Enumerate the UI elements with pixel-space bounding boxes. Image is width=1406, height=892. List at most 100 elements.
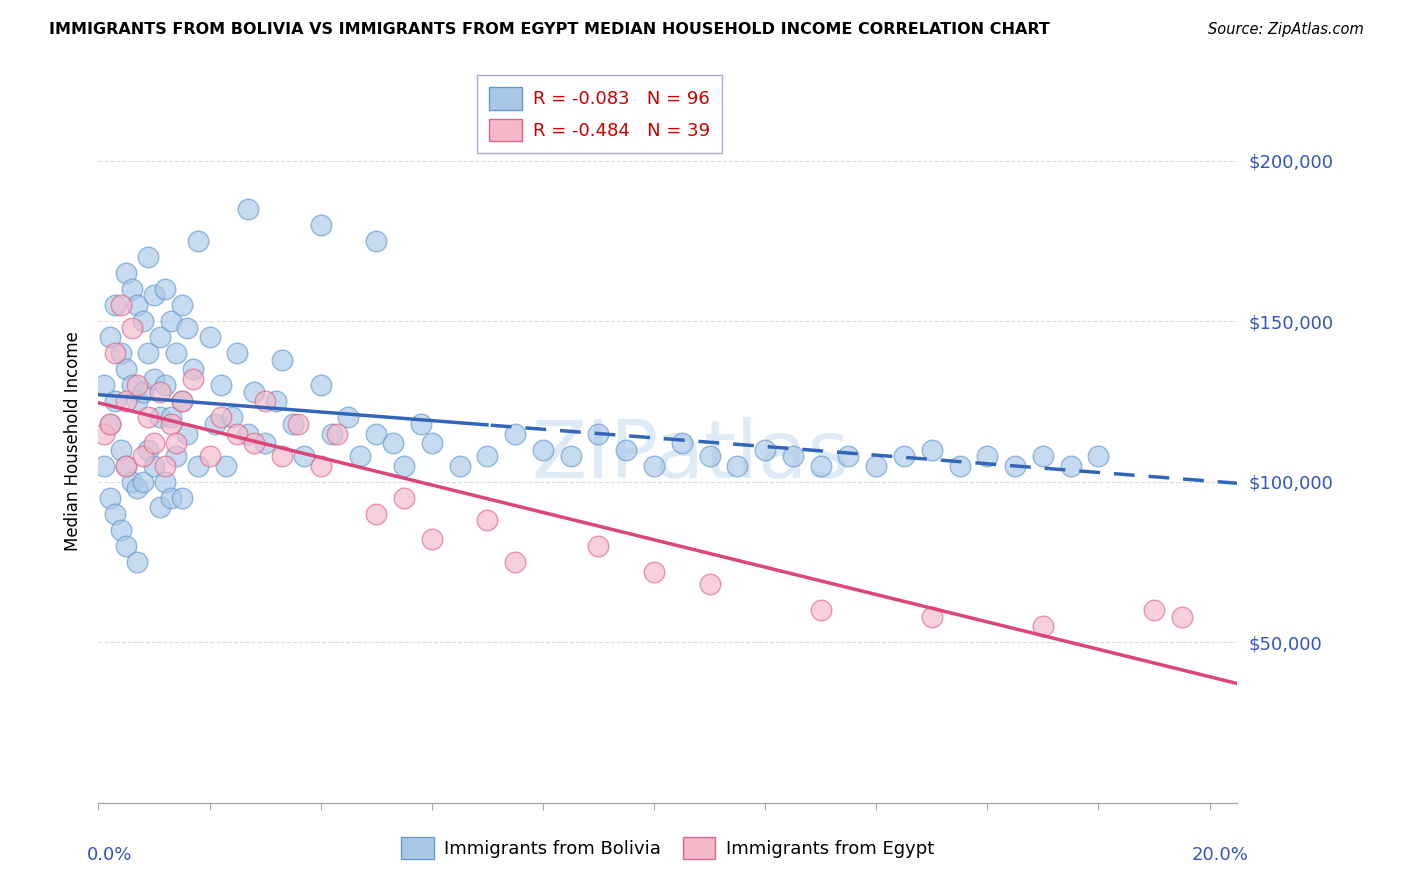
Point — [238, 426, 260, 441]
Point — [560, 449, 582, 463]
Point — [243, 384, 266, 399]
Point — [1032, 449, 1054, 463]
Point — [264, 394, 287, 409]
Point — [204, 417, 226, 431]
Point — [287, 417, 309, 431]
Point — [270, 352, 292, 367]
Point — [138, 346, 160, 360]
Point — [132, 475, 155, 489]
Point — [238, 202, 260, 216]
Point — [409, 417, 432, 431]
Point — [143, 288, 166, 302]
Text: ZIPatlas: ZIPatlas — [531, 417, 849, 495]
Point — [148, 384, 170, 399]
Point — [281, 417, 304, 431]
Point — [893, 449, 915, 463]
Point — [215, 458, 238, 473]
Point — [366, 426, 388, 441]
Point — [837, 449, 859, 463]
Point — [1143, 603, 1166, 617]
Point — [115, 266, 138, 280]
Point — [98, 491, 121, 505]
Point — [121, 378, 143, 392]
Point — [115, 458, 138, 473]
Point — [309, 458, 332, 473]
Point — [138, 442, 160, 457]
Point — [127, 378, 149, 392]
Point — [198, 330, 221, 344]
Point — [138, 250, 160, 264]
Point — [1059, 458, 1081, 473]
Point — [699, 577, 721, 591]
Point — [176, 320, 198, 334]
Point — [1004, 458, 1026, 473]
Point — [110, 442, 132, 457]
Text: Source: ZipAtlas.com: Source: ZipAtlas.com — [1208, 22, 1364, 37]
Point — [159, 314, 181, 328]
Point — [143, 436, 166, 450]
Point — [98, 417, 121, 431]
Point — [1170, 609, 1192, 624]
Point — [209, 378, 232, 392]
Point — [115, 394, 138, 409]
Point — [243, 436, 266, 450]
Point — [132, 314, 155, 328]
Point — [93, 426, 115, 441]
Point — [110, 346, 132, 360]
Point — [176, 426, 198, 441]
Point — [643, 458, 665, 473]
Point — [153, 378, 176, 392]
Point — [159, 417, 181, 431]
Point — [921, 609, 943, 624]
Point — [165, 346, 187, 360]
Point — [865, 458, 887, 473]
Point — [98, 330, 121, 344]
Point — [104, 346, 127, 360]
Point — [170, 491, 193, 505]
Point — [143, 458, 166, 473]
Point — [326, 426, 349, 441]
Point — [153, 475, 176, 489]
Y-axis label: Median Household Income: Median Household Income — [63, 332, 82, 551]
Point — [782, 449, 804, 463]
Point — [1087, 449, 1109, 463]
Point — [165, 436, 187, 450]
Point — [104, 507, 127, 521]
Point — [110, 298, 132, 312]
Point — [254, 436, 277, 450]
Point — [381, 436, 404, 450]
Point — [948, 458, 970, 473]
Point — [531, 442, 554, 457]
Point — [810, 458, 832, 473]
Point — [366, 234, 388, 248]
Point — [93, 458, 115, 473]
Point — [270, 449, 292, 463]
Point — [132, 449, 155, 463]
Point — [349, 449, 371, 463]
Point — [148, 330, 170, 344]
Point — [127, 555, 149, 569]
Point — [643, 565, 665, 579]
Point — [588, 539, 610, 553]
Point — [121, 282, 143, 296]
Point — [420, 436, 443, 450]
Point — [754, 442, 776, 457]
Point — [165, 449, 187, 463]
Point — [93, 378, 115, 392]
Point — [725, 458, 748, 473]
Point — [121, 320, 143, 334]
Point — [198, 449, 221, 463]
Point — [104, 298, 127, 312]
Point — [810, 603, 832, 617]
Point — [121, 475, 143, 489]
Point — [921, 442, 943, 457]
Point — [588, 426, 610, 441]
Point — [366, 507, 388, 521]
Point — [115, 362, 138, 376]
Point — [392, 458, 415, 473]
Point — [153, 458, 176, 473]
Point — [699, 449, 721, 463]
Point — [449, 458, 471, 473]
Legend: Immigrants from Bolivia, Immigrants from Egypt: Immigrants from Bolivia, Immigrants from… — [394, 830, 942, 866]
Text: IMMIGRANTS FROM BOLIVIA VS IMMIGRANTS FROM EGYPT MEDIAN HOUSEHOLD INCOME CORRELA: IMMIGRANTS FROM BOLIVIA VS IMMIGRANTS FR… — [49, 22, 1050, 37]
